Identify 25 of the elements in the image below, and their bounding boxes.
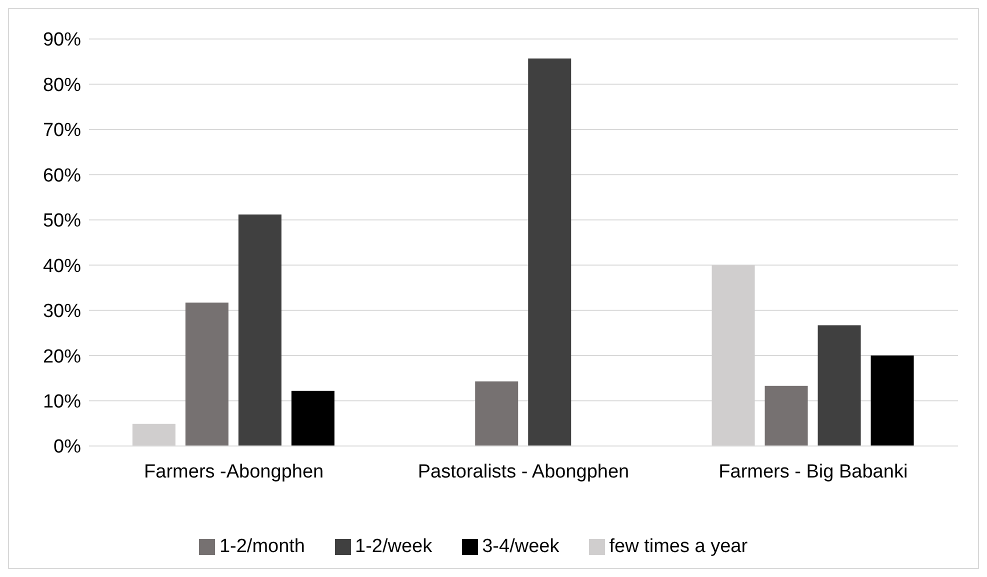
legend-label: 3-4/week: [482, 536, 560, 557]
bar: [475, 381, 518, 446]
y-tick-label: 40%: [42, 256, 82, 277]
y-tick-label: 50%: [42, 210, 82, 232]
y-tick-label: 20%: [42, 346, 82, 368]
x-tick-label: Pastoralists - Abongphen: [418, 461, 630, 482]
bar: [185, 302, 228, 446]
bar: [291, 390, 334, 446]
legend-label: 1-2/week: [355, 536, 432, 557]
y-tick-label: 0%: [54, 436, 82, 458]
x-tick-label: Farmers -Abongphen: [144, 461, 324, 482]
y-tick-label: 90%: [42, 30, 82, 51]
bar: [818, 325, 861, 446]
y-tick-label: 80%: [42, 74, 82, 96]
y-tick-label: 10%: [42, 392, 82, 413]
bar: [870, 356, 914, 446]
y-tick-label: 60%: [42, 165, 82, 186]
legend-label: few times a year: [609, 536, 748, 557]
legend-label: 1-2/month: [219, 536, 305, 557]
bar: [528, 58, 572, 446]
x-tick-label: Farmers - Big Babanki: [718, 461, 908, 482]
bar: [238, 214, 282, 446]
y-tick-label: 70%: [42, 120, 82, 142]
y-tick-label: 30%: [42, 301, 82, 322]
bar: [764, 386, 808, 446]
